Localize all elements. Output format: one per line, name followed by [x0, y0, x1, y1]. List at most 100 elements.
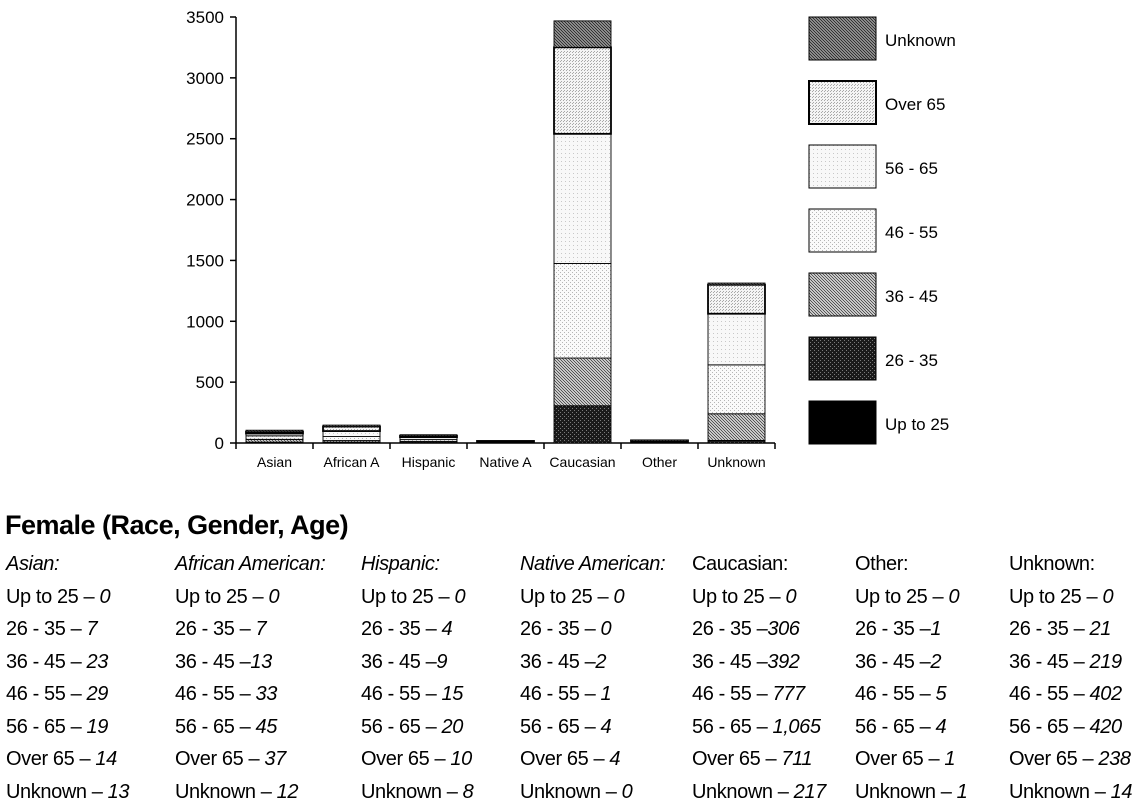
bar-segment — [708, 283, 765, 285]
row-label: Unknown – — [1009, 781, 1111, 803]
table-row: 26 - 35 –306 — [692, 613, 826, 646]
row-value: 306 — [767, 618, 799, 640]
row-value: 8 — [463, 781, 474, 803]
row-label: 56 - 65 – — [520, 716, 601, 738]
table-row: 36 - 45 – 219 — [1009, 646, 1132, 679]
row-label: 36 - 45 – — [1009, 651, 1090, 673]
row-label: Up to 25 – — [175, 586, 268, 608]
row-value: 45 — [256, 716, 277, 738]
column-header: Other: — [855, 548, 967, 581]
row-value: 0 — [613, 586, 624, 608]
bar-segment — [708, 314, 765, 365]
legend-swatch — [809, 145, 876, 188]
row-value: 711 — [781, 748, 812, 770]
x-tick-label: African A — [323, 454, 380, 470]
legend-label: 56 - 65 — [885, 159, 938, 178]
table-row: Unknown – 8 — [361, 776, 473, 808]
table-row: Over 65 – 4 — [520, 743, 665, 776]
row-value: 2 — [930, 651, 941, 673]
legend-label: 46 - 55 — [885, 223, 938, 242]
row-label: Unknown – — [175, 781, 277, 803]
table-row: Up to 25 – 0 — [520, 581, 665, 614]
bar-segment — [246, 430, 303, 432]
row-label: Over 65 – — [855, 748, 944, 770]
table-row: 36 - 45 –9 — [361, 646, 473, 679]
row-label: 56 - 65 – — [855, 716, 936, 738]
table-row: 36 - 45 – 23 — [6, 646, 129, 679]
column-header: Native American: — [520, 548, 665, 581]
table-row: 36 - 45 –2 — [855, 646, 967, 679]
x-tick-label: Hispanic — [402, 454, 456, 470]
row-label: Unknown – — [520, 781, 622, 803]
row-label: Up to 25 – — [361, 586, 454, 608]
row-value: 4 — [936, 716, 947, 738]
legend-swatch — [809, 401, 876, 444]
row-label: 56 - 65 – — [1009, 716, 1090, 738]
legend-label: 26 - 35 — [885, 351, 938, 370]
row-label: Unknown – — [855, 781, 957, 803]
row-label: Over 65 – — [520, 748, 609, 770]
column-header: Unknown: — [1009, 548, 1132, 581]
bar-segment — [554, 47, 611, 134]
row-label: Unknown – — [6, 781, 108, 803]
bar-segment — [554, 134, 611, 264]
row-value: 219 — [1090, 651, 1122, 673]
bar-segment — [323, 425, 380, 426]
table-row: Unknown – 14 — [1009, 776, 1132, 808]
table-row: Unknown – 13 — [6, 776, 129, 808]
bar-segment — [554, 406, 611, 443]
row-value: 9 — [436, 651, 447, 673]
row-label: 26 - 35 – — [855, 618, 930, 640]
row-value: 0 — [601, 618, 612, 640]
table-row: Up to 25 – 0 — [1009, 581, 1132, 614]
legend-swatch — [809, 81, 876, 124]
bar-segment — [323, 427, 380, 432]
row-label: Over 65 – — [361, 748, 450, 770]
legend-label: Up to 25 — [885, 415, 949, 434]
bars — [246, 21, 765, 443]
y-tick-label: 2000 — [186, 191, 224, 210]
legend-swatch — [809, 17, 876, 60]
row-value: 4 — [601, 716, 612, 738]
row-value: 12 — [277, 781, 298, 803]
row-value: 10 — [450, 748, 471, 770]
row-label: 36 - 45 – — [692, 651, 767, 673]
table-row: 56 - 65 – 20 — [361, 711, 473, 744]
y-tick-label: 3000 — [186, 69, 224, 88]
table-row: Over 65 – 14 — [6, 743, 129, 776]
table-row: Unknown – 1 — [855, 776, 967, 808]
row-value: 238 — [1098, 748, 1130, 770]
row-value: 23 — [87, 651, 108, 673]
table-row: 26 - 35 –1 — [855, 613, 967, 646]
table-row: 36 - 45 –392 — [692, 646, 826, 679]
row-label: 26 - 35 – — [692, 618, 767, 640]
row-label: Up to 25 – — [1009, 586, 1102, 608]
table-row: Up to 25 – 0 — [6, 581, 129, 614]
row-value: 392 — [767, 651, 799, 673]
column-header: Hispanic: — [361, 548, 473, 581]
bar-segment — [554, 358, 611, 406]
row-label: Up to 25 – — [520, 586, 613, 608]
row-label: Up to 25 – — [692, 586, 785, 608]
row-label: 56 - 65 – — [361, 716, 442, 738]
row-value: 21 — [1090, 618, 1111, 640]
table-row: 46 - 55 – 15 — [361, 678, 473, 711]
table-row: 26 - 35 – 4 — [361, 613, 473, 646]
table-row: 56 - 65 – 19 — [6, 711, 129, 744]
row-value: 13 — [108, 781, 129, 803]
table-row: Up to 25 – 0 — [175, 581, 325, 614]
row-value: 20 — [442, 716, 463, 738]
x-tick-label: Other — [642, 454, 677, 470]
table-row: Over 65 – 10 — [361, 743, 473, 776]
table-row: 56 - 65 – 4 — [520, 711, 665, 744]
y-tick-label: 1000 — [186, 312, 224, 331]
x-tick-label: Native A — [479, 454, 532, 470]
row-label: 46 - 55 – — [520, 683, 601, 705]
legend-swatch — [809, 273, 876, 316]
table-row: Up to 25 – 0 — [855, 581, 967, 614]
legend-label: Unknown — [885, 31, 956, 50]
